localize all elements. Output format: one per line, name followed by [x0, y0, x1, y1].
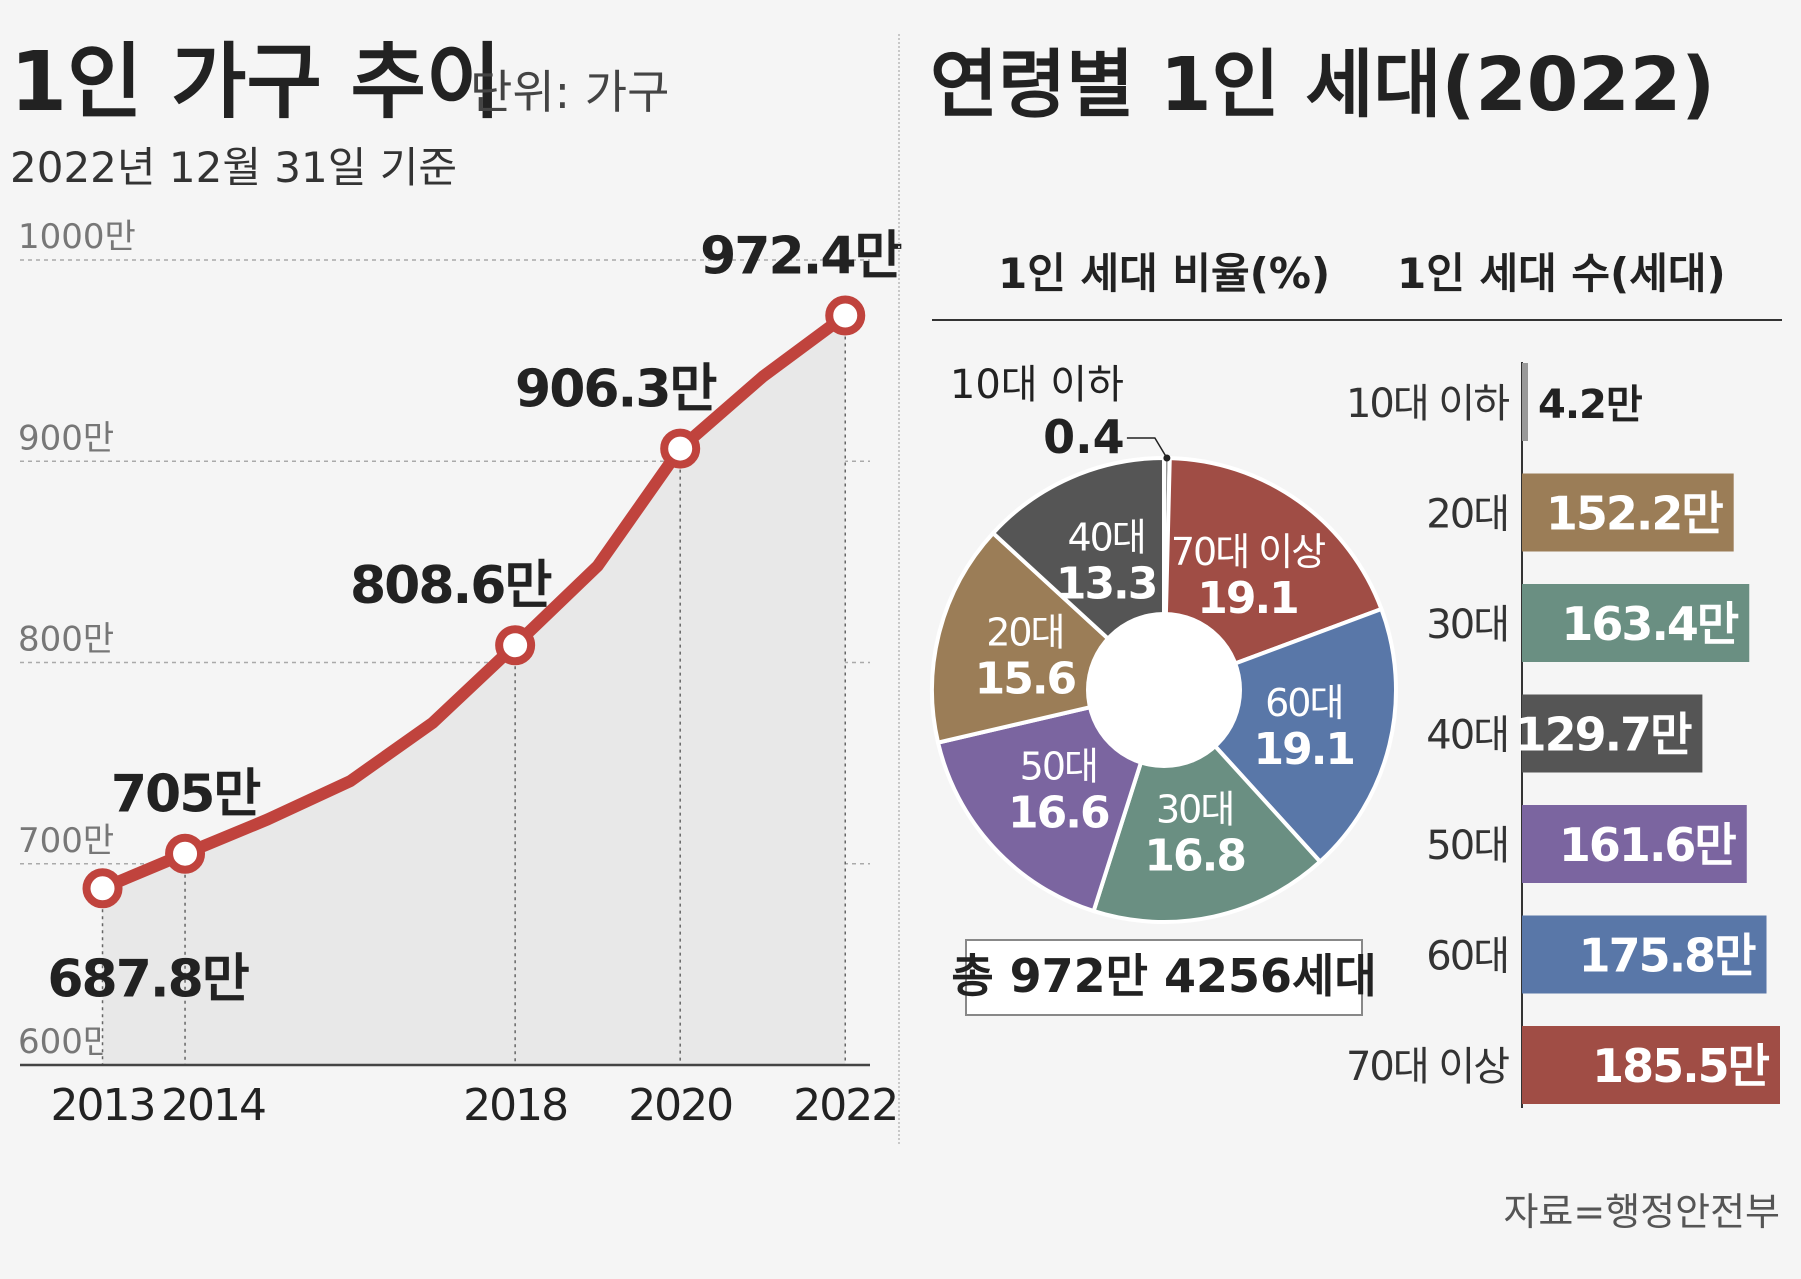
- bar: [1522, 363, 1528, 441]
- slice-category-label: 70대 이상: [1171, 530, 1325, 574]
- data-point-marker: [82, 868, 123, 909]
- section-divider: [898, 34, 900, 1144]
- bar-value-label: 129.7만: [1515, 708, 1693, 762]
- data-point-marker: [495, 625, 536, 666]
- teen-category-label: 10대 이하: [950, 362, 1124, 408]
- bar: [1522, 805, 1747, 883]
- slice-category-label: 50대: [1020, 745, 1097, 789]
- slice-value-label: 19.1: [1253, 724, 1354, 775]
- x-tick-label: 2018: [463, 1080, 567, 1131]
- x-tick-label: 2022: [793, 1080, 897, 1131]
- x-tick-label: 2013: [51, 1080, 155, 1131]
- bar-chart: 10대 이하 4.2만 20대 152.2만 30대 163.4만 40대 129.7만 50대…: [1346, 362, 1780, 1108]
- total-count: 총 972만 4256세대: [951, 949, 1376, 1003]
- unit-label: 단위: 가구: [470, 65, 669, 119]
- bar-value-label: 185.5만: [1592, 1039, 1770, 1093]
- ratio-column-title: 1인 세대 비율(%): [998, 249, 1330, 298]
- y-tick-label: 900만: [18, 418, 114, 458]
- line-chart: 600만 700만 800만 900만 1000만 687.8만 705만 808.6만 906…: [18, 217, 904, 1131]
- data-point-label: 972.4만: [700, 227, 901, 287]
- line-chart-title: 1인 가구 추이: [10, 35, 501, 130]
- donut-slice: [935, 687, 1167, 914]
- teen-value-label: 0.4: [1043, 410, 1125, 464]
- bar-category-label: 60대: [1426, 934, 1508, 980]
- data-point-marker: [660, 428, 701, 469]
- y-tick-label: 800만: [18, 620, 114, 660]
- source-note: 자료=행정안전부: [1503, 1190, 1780, 1234]
- bar-value-label: 163.4만: [1561, 597, 1739, 651]
- donut-hole: [1086, 612, 1242, 768]
- bar-category-label: 50대: [1426, 823, 1508, 869]
- total-box: [965, 939, 1363, 1016]
- data-point-label: 687.8만: [47, 949, 248, 1009]
- bar-value-label: 161.6만: [1559, 818, 1737, 872]
- subtitle-date: 2022년 12월 31일 기준: [10, 143, 457, 192]
- data-point-marker: [165, 833, 206, 874]
- age-chart-title: 연령별 1인 세대(2022): [930, 42, 1715, 128]
- y-tick-label: 600만: [18, 1022, 114, 1062]
- y-tick-label: 700만: [18, 821, 114, 861]
- slice-category-label: 30대: [1156, 788, 1233, 832]
- donut-slice: [1161, 456, 1384, 693]
- slice-value-label: 19.1: [1197, 573, 1298, 624]
- data-point-label: 906.3만: [515, 360, 716, 420]
- bar-category-label: 70대 이상: [1346, 1044, 1509, 1090]
- y-tick-label: 1000만: [18, 217, 136, 257]
- bar-value-label: 175.8만: [1579, 929, 1757, 983]
- x-tick-label: 2020: [628, 1080, 732, 1131]
- bar: [1522, 473, 1734, 552]
- count-column-title: 1인 세대 수(세대): [1397, 249, 1726, 298]
- slice-value-label: 16.8: [1144, 831, 1245, 882]
- bar: [1522, 1026, 1780, 1104]
- slice-category-label: 60대: [1265, 681, 1342, 725]
- bar: [1522, 584, 1750, 662]
- donut-chart: 70대 이상19.160대19.130대16.850대16.620대15.640…: [930, 362, 1398, 924]
- teen-callout-line: [1126, 437, 1168, 459]
- series-line: [96, 309, 852, 895]
- slice-category-label: 40대: [1067, 515, 1144, 559]
- bar-value-label: 152.2만: [1546, 487, 1724, 541]
- bar-category-label: 10대 이하: [1346, 381, 1509, 427]
- x-tick-label: 2014: [161, 1080, 265, 1131]
- slice-category-label: 20대: [986, 610, 1063, 654]
- data-point-label: 705만: [111, 765, 261, 825]
- bar-category-label: 30대: [1426, 602, 1508, 648]
- slice-value-label: 13.3: [1056, 558, 1157, 609]
- slice-value-label: 16.6: [1008, 788, 1109, 839]
- data-point-marker: [825, 295, 866, 336]
- bar-value-label: 4.2만: [1538, 382, 1643, 428]
- slice-value-label: 15.6: [975, 653, 1076, 704]
- bar: [1522, 915, 1767, 994]
- data-point-label: 808.6만: [350, 556, 551, 616]
- bar-category-label: 40대: [1426, 713, 1508, 759]
- bar: [1522, 694, 1703, 773]
- bar-category-label: 20대: [1426, 492, 1508, 538]
